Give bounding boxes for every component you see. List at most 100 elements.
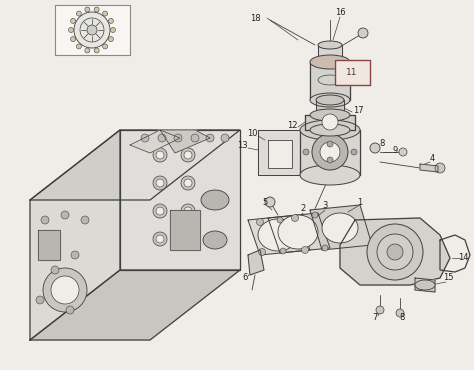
Circle shape xyxy=(351,149,357,155)
Circle shape xyxy=(399,148,407,156)
Circle shape xyxy=(181,176,195,190)
Polygon shape xyxy=(30,270,240,340)
Circle shape xyxy=(258,249,265,256)
Circle shape xyxy=(327,157,333,163)
Circle shape xyxy=(36,296,44,304)
Circle shape xyxy=(301,246,309,253)
Ellipse shape xyxy=(310,124,350,136)
Circle shape xyxy=(184,235,192,243)
Polygon shape xyxy=(415,278,435,292)
Ellipse shape xyxy=(300,120,360,140)
Circle shape xyxy=(87,25,97,35)
Text: 6: 6 xyxy=(242,273,248,283)
Circle shape xyxy=(181,204,195,218)
Circle shape xyxy=(153,204,167,218)
Ellipse shape xyxy=(310,55,350,69)
Text: 15: 15 xyxy=(443,273,453,283)
Polygon shape xyxy=(318,45,342,62)
Text: 17: 17 xyxy=(353,105,363,114)
Circle shape xyxy=(435,163,445,173)
Polygon shape xyxy=(30,130,240,200)
Ellipse shape xyxy=(278,215,318,249)
Circle shape xyxy=(141,134,149,142)
Polygon shape xyxy=(316,100,344,115)
Circle shape xyxy=(320,142,340,162)
Circle shape xyxy=(61,211,69,219)
Circle shape xyxy=(256,219,264,225)
Circle shape xyxy=(41,246,49,254)
Circle shape xyxy=(102,11,108,16)
Polygon shape xyxy=(420,164,438,172)
Polygon shape xyxy=(130,130,180,153)
Circle shape xyxy=(358,28,368,38)
Circle shape xyxy=(376,306,384,314)
Circle shape xyxy=(158,134,166,142)
Ellipse shape xyxy=(300,165,360,185)
Polygon shape xyxy=(340,218,450,285)
Circle shape xyxy=(327,141,333,147)
Text: 1: 1 xyxy=(357,198,363,206)
Polygon shape xyxy=(335,60,370,85)
Circle shape xyxy=(41,216,49,224)
Circle shape xyxy=(184,207,192,215)
Circle shape xyxy=(303,149,309,155)
Circle shape xyxy=(184,151,192,159)
Ellipse shape xyxy=(310,93,350,107)
Ellipse shape xyxy=(318,41,342,49)
Ellipse shape xyxy=(318,58,342,66)
Ellipse shape xyxy=(310,109,350,121)
Circle shape xyxy=(153,232,167,246)
Circle shape xyxy=(387,244,403,260)
Text: 18: 18 xyxy=(250,13,260,23)
Text: 5: 5 xyxy=(263,198,268,206)
Polygon shape xyxy=(310,205,372,250)
Text: 13: 13 xyxy=(237,141,247,149)
Ellipse shape xyxy=(203,231,227,249)
Text: 2: 2 xyxy=(301,204,306,212)
Circle shape xyxy=(76,11,82,16)
Text: 8: 8 xyxy=(399,313,405,323)
Circle shape xyxy=(51,276,79,304)
Circle shape xyxy=(322,114,338,130)
Circle shape xyxy=(71,37,75,41)
Circle shape xyxy=(156,151,164,159)
Ellipse shape xyxy=(415,280,435,290)
Circle shape xyxy=(85,48,90,53)
Polygon shape xyxy=(120,130,240,270)
Text: 7: 7 xyxy=(372,313,378,323)
Circle shape xyxy=(69,27,73,33)
Text: 10: 10 xyxy=(247,128,257,138)
Circle shape xyxy=(280,248,286,254)
Circle shape xyxy=(71,251,79,259)
Circle shape xyxy=(110,27,116,33)
Ellipse shape xyxy=(322,213,358,243)
Circle shape xyxy=(396,309,404,317)
Circle shape xyxy=(367,224,423,280)
Circle shape xyxy=(221,134,229,142)
Circle shape xyxy=(191,134,199,142)
Polygon shape xyxy=(268,140,292,168)
Circle shape xyxy=(156,207,164,215)
Circle shape xyxy=(312,212,318,218)
Circle shape xyxy=(94,7,99,12)
Ellipse shape xyxy=(201,190,229,210)
Polygon shape xyxy=(30,130,120,340)
Text: 14: 14 xyxy=(458,253,468,262)
Polygon shape xyxy=(305,115,355,130)
Polygon shape xyxy=(300,130,360,175)
Polygon shape xyxy=(248,215,310,255)
Polygon shape xyxy=(170,210,200,250)
Circle shape xyxy=(277,217,283,223)
Circle shape xyxy=(43,268,87,312)
Circle shape xyxy=(181,148,195,162)
Circle shape xyxy=(265,197,275,207)
Circle shape xyxy=(81,216,89,224)
Text: 4: 4 xyxy=(429,154,435,162)
Circle shape xyxy=(156,235,164,243)
Text: 11: 11 xyxy=(346,67,358,77)
Circle shape xyxy=(66,306,74,314)
Circle shape xyxy=(377,234,413,270)
Ellipse shape xyxy=(258,219,298,251)
Text: 9: 9 xyxy=(392,145,398,155)
Circle shape xyxy=(153,148,167,162)
